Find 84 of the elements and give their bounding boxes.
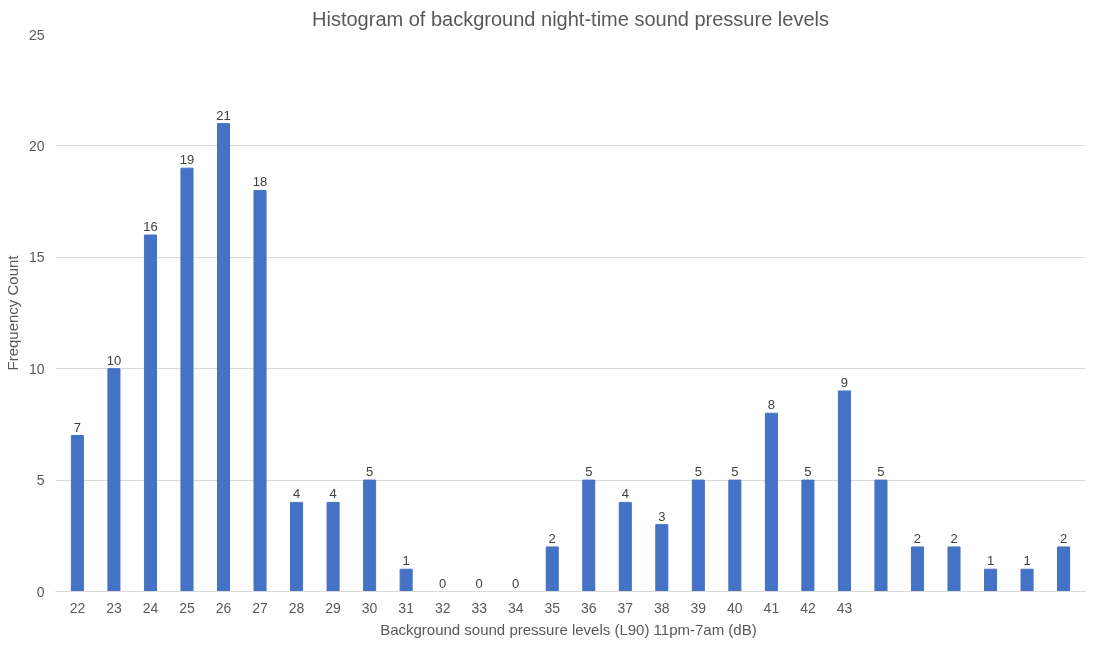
bar <box>1020 568 1034 592</box>
x-tick-label: 29 <box>325 599 342 616</box>
bar <box>801 479 815 592</box>
bar <box>363 479 377 592</box>
bar <box>253 189 267 592</box>
data-label: 0 <box>512 575 520 591</box>
data-label: 7 <box>73 419 82 435</box>
data-label: 16 <box>143 219 158 235</box>
x-tick-label: 26 <box>215 599 232 616</box>
data-label: 2 <box>548 530 556 546</box>
x-tick-label: 30 <box>361 599 378 616</box>
x-tick-label: 34 <box>507 599 524 616</box>
chart-title: Histogram of background night-time sound pressure levels <box>312 7 829 30</box>
x-tick-label: 40 <box>727 599 743 616</box>
bar <box>1057 546 1071 592</box>
x-tick-label: 28 <box>288 599 305 616</box>
x-tick-label: 36 <box>580 599 597 616</box>
data-label: 9 <box>840 374 849 390</box>
bar <box>874 479 888 592</box>
bar <box>837 390 851 592</box>
y-tick-label: 25 <box>28 26 45 43</box>
bar <box>399 568 413 592</box>
x-tick-label: 35 <box>544 599 561 616</box>
y-tick-label: 10 <box>28 360 45 377</box>
data-label: 5 <box>877 464 885 480</box>
x-tick-label: 23 <box>106 599 122 616</box>
bar <box>984 568 998 592</box>
x-tick-label: 43 <box>836 599 853 616</box>
bar <box>582 479 596 592</box>
bar <box>947 546 961 592</box>
bar <box>290 501 304 592</box>
bar <box>910 546 925 592</box>
data-label: 8 <box>767 397 776 413</box>
x-tick-label: 37 <box>617 599 634 616</box>
data-label: 4 <box>329 486 337 502</box>
x-tick-label: 31 <box>398 599 415 616</box>
x-tick-label: 25 <box>179 599 195 616</box>
y-tick-label: 15 <box>28 249 45 266</box>
data-label: 1 <box>402 553 410 569</box>
data-label: 0 <box>439 575 447 591</box>
x-tick-label: 27 <box>252 599 269 616</box>
y-tick-label: 20 <box>28 137 45 154</box>
bar <box>728 479 742 592</box>
y-tick-label: 0 <box>36 583 45 600</box>
data-label: 18 <box>252 174 268 190</box>
bar <box>545 546 559 592</box>
bar <box>70 435 84 592</box>
bar <box>691 479 705 592</box>
data-label: 3 <box>658 508 666 524</box>
x-tick-label: 22 <box>69 599 86 616</box>
bar <box>764 412 778 592</box>
data-label: 5 <box>731 464 739 480</box>
data-label: 10 <box>106 352 122 368</box>
data-label: 21 <box>216 107 231 123</box>
data-label: 2 <box>1059 530 1068 546</box>
data-label: 2 <box>950 530 958 546</box>
data-label: 5 <box>585 464 593 480</box>
x-tick-label: 38 <box>654 599 670 616</box>
bar <box>618 501 632 592</box>
data-label: 5 <box>804 464 812 480</box>
x-axis-title: Background sound pressure levels (L90) 11pm-7am (dB) <box>380 620 757 638</box>
x-tick-label: 41 <box>763 599 780 616</box>
x-tick-label: 24 <box>142 599 159 616</box>
data-label: 19 <box>179 152 195 168</box>
bar <box>180 167 194 592</box>
data-label: 1 <box>986 553 995 569</box>
y-axis-title: Frequency Count <box>3 254 21 371</box>
x-tick-label: 42 <box>800 599 816 616</box>
bar <box>216 123 231 592</box>
y-tick-label: 5 <box>36 472 45 489</box>
data-label: 0 <box>475 575 483 591</box>
bar <box>326 501 340 592</box>
data-label: 5 <box>694 464 702 480</box>
data-label: 1 <box>1023 553 1031 569</box>
bar <box>655 524 669 592</box>
bar <box>107 368 121 592</box>
data-label: 4 <box>292 486 301 502</box>
bar <box>143 234 157 592</box>
x-tick-label: 39 <box>690 599 707 616</box>
data-label: 4 <box>621 486 629 502</box>
data-label: 5 <box>366 464 374 480</box>
data-label: 2 <box>913 530 922 546</box>
x-tick-label: 33 <box>471 599 488 616</box>
x-tick-label: 32 <box>434 599 451 616</box>
